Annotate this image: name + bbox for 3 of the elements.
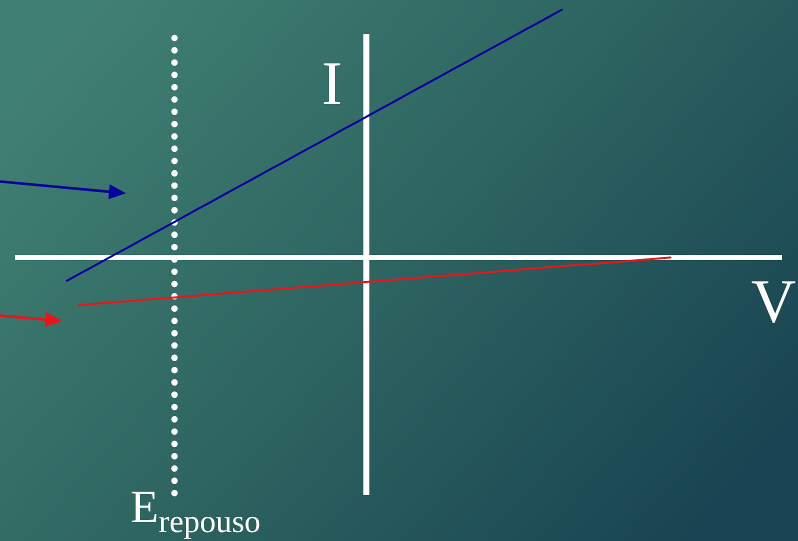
y-axis-title: I: [322, 50, 342, 118]
text: E$_{repouso}$: [130, 481, 261, 539]
x-axis-title: V: [751, 268, 796, 336]
